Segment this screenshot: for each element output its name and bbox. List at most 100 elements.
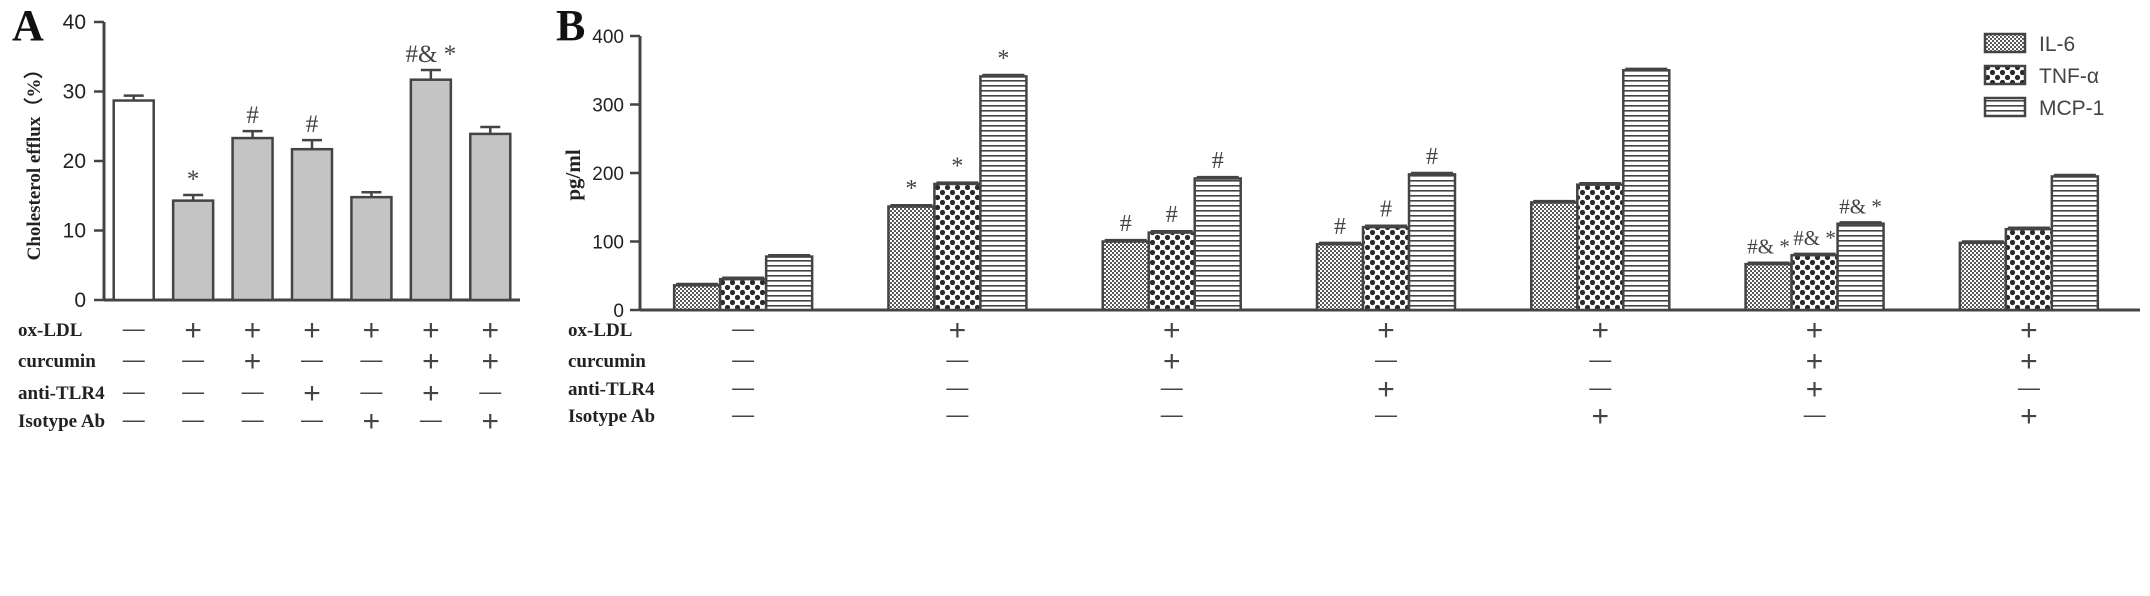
panel-b-condition-marker: —	[946, 347, 968, 372]
panel-b-significance-label: #	[1426, 144, 1438, 170]
panel-a-condition-label: ox-LDL	[18, 320, 82, 341]
panel-b-significance-label: #	[1380, 197, 1392, 223]
panel-b-bar-checker	[1790, 253, 1839, 312]
panel-b-bar-checker	[933, 182, 982, 312]
panel-a-significance-label: #	[306, 111, 319, 138]
panel-b-legend-label: TNF-α	[2039, 65, 2099, 88]
panel-b-bar-checker	[2004, 227, 2054, 312]
panel-a-y-tick-label: 40	[63, 11, 86, 34]
panel-b-significance-label: #	[1166, 202, 1178, 228]
panel-a-condition-marker: +	[363, 314, 381, 347]
panel-b-y-tick-label: 300	[592, 96, 624, 117]
panel-a-condition-marker: —	[360, 347, 382, 372]
panel-a-condition-marker: —	[182, 379, 204, 404]
panel-b-condition-marker: +	[1592, 314, 1610, 347]
panel-a-condition-marker: —	[182, 347, 204, 372]
panel-b-bar-checker	[1147, 231, 1196, 312]
panel-a-condition-label: anti-TLR4	[18, 383, 105, 404]
panel-b-condition-marker: +	[2020, 314, 2038, 347]
panel-b-condition-marker: +	[1806, 373, 1824, 406]
panel-a-condition-marker: +	[303, 377, 321, 410]
panel-a-condition-marker: +	[422, 377, 440, 410]
panel-b-legend-swatch	[1983, 32, 2027, 54]
panel-a-bar	[290, 147, 334, 302]
panel-b-condition-label: ox-LDL	[568, 320, 632, 341]
panel-b-condition-label: Isotype Ab	[568, 406, 655, 427]
panel-b-condition-label: curcumin	[568, 351, 646, 372]
panel-a-condition-marker: +	[422, 314, 440, 347]
panel-a-condition-label: curcumin	[18, 351, 96, 372]
panel-a-bar	[112, 99, 155, 302]
panel-a-bar	[231, 136, 274, 302]
panel-b-condition-marker: +	[2020, 345, 2038, 378]
panel-a-bar	[409, 78, 453, 302]
panel-b-significance-label: #	[1334, 214, 1346, 240]
panel-a-condition-marker: —	[242, 379, 264, 404]
panel-a-condition-marker: —	[301, 407, 323, 432]
panel-b-condition-marker: —	[732, 402, 754, 427]
panel-a-condition-marker: +	[244, 345, 262, 378]
panel-b-condition-marker: —	[1804, 402, 1826, 427]
panel-b-chart: 0 100 200 300 400 * # # #& * * # # #& * * # # #& * IL-6 TN…	[568, 27, 2140, 433]
panel-b-bar-checker	[1361, 225, 1411, 312]
panel-b-bar-dots	[887, 205, 936, 312]
panel-a-condition-marker: —	[123, 347, 145, 372]
panel-a-y-tick-label: 0	[74, 289, 86, 312]
panel-b-bar-hlines	[979, 75, 1028, 312]
panel-a-condition-marker: —	[420, 407, 442, 432]
panel-b-bar-checker	[718, 277, 768, 312]
panel-b-condition-marker: +	[2020, 400, 2038, 433]
panel-b-condition-marker: +	[1806, 314, 1824, 347]
panel-b-condition-marker: —	[1161, 375, 1183, 400]
panel-b-legend-label: MCP-1	[2039, 97, 2104, 120]
panel-a-condition-marker: —	[242, 407, 264, 432]
panel-a-condition-marker: —	[123, 316, 145, 341]
panel-b-legend-swatch	[1983, 96, 2027, 118]
panel-b-condition-marker: +	[1377, 314, 1395, 347]
panel-b-significance-label: #& *	[1747, 235, 1790, 259]
panel-b-legend-label: IL-6	[2039, 33, 2075, 56]
panel-b-condition-marker: +	[1377, 373, 1395, 406]
panel-a-condition-marker: +	[244, 314, 262, 347]
panel-b-condition-marker: —	[1375, 347, 1397, 372]
panel-b-significance-label: *	[997, 46, 1009, 72]
panel-b-condition-marker: +	[949, 314, 967, 347]
panel-a-condition-marker: +	[184, 314, 202, 347]
panel-b-y-axis-label: pg/ml	[561, 149, 585, 201]
panel-b-bar-dots	[672, 284, 722, 312]
panel-b-condition-label: anti-TLR4	[568, 379, 655, 400]
panel-b-condition-marker: +	[1592, 400, 1610, 433]
panel-b-condition-marker: —	[946, 375, 968, 400]
panel-a-y-axis-label: Cholesterol efflux（%）	[22, 60, 45, 261]
panel-b-condition-marker: —	[1589, 375, 1611, 400]
panel-b-condition-marker: —	[1589, 347, 1611, 372]
panel-b-legend-swatch	[1983, 64, 2027, 86]
panel-b-condition-marker: —	[1375, 402, 1397, 427]
panel-b-bar-dots	[1530, 201, 1579, 312]
panel-b-significance-label: *	[905, 176, 917, 202]
panel-b-letter: B	[556, 1, 585, 50]
panel-b-condition-marker: —	[732, 316, 754, 341]
panel-a-condition-marker: +	[363, 405, 381, 438]
panel-a-letter: A	[12, 1, 44, 50]
panel-b-y-tick-label: 200	[592, 164, 624, 185]
panel-a-condition-marker: —	[123, 379, 145, 404]
panel-b-bar-hlines	[1622, 69, 1671, 312]
panel-b-condition-marker: —	[2018, 375, 2040, 400]
panel-a-bar	[469, 132, 512, 302]
panel-b-bar-hlines	[1407, 173, 1457, 312]
panel-b-condition-marker: +	[1163, 314, 1181, 347]
panel-b-significance-label: #	[1120, 211, 1132, 237]
panel-a-condition-marker: —	[301, 347, 323, 372]
panel-a-significance-label: #	[246, 102, 259, 129]
panel-b-bar-hlines	[2050, 175, 2100, 312]
panel-a-condition-marker: —	[479, 379, 501, 404]
panel-b-condition-marker: +	[1163, 345, 1181, 378]
panel-a-condition-marker: +	[482, 405, 500, 438]
panel-a-condition-marker: —	[360, 379, 382, 404]
panel-a-significance-label: *	[187, 166, 200, 193]
panel-b-condition-marker: —	[1161, 402, 1183, 427]
panel-a-y-tick-label: 10	[63, 220, 86, 243]
